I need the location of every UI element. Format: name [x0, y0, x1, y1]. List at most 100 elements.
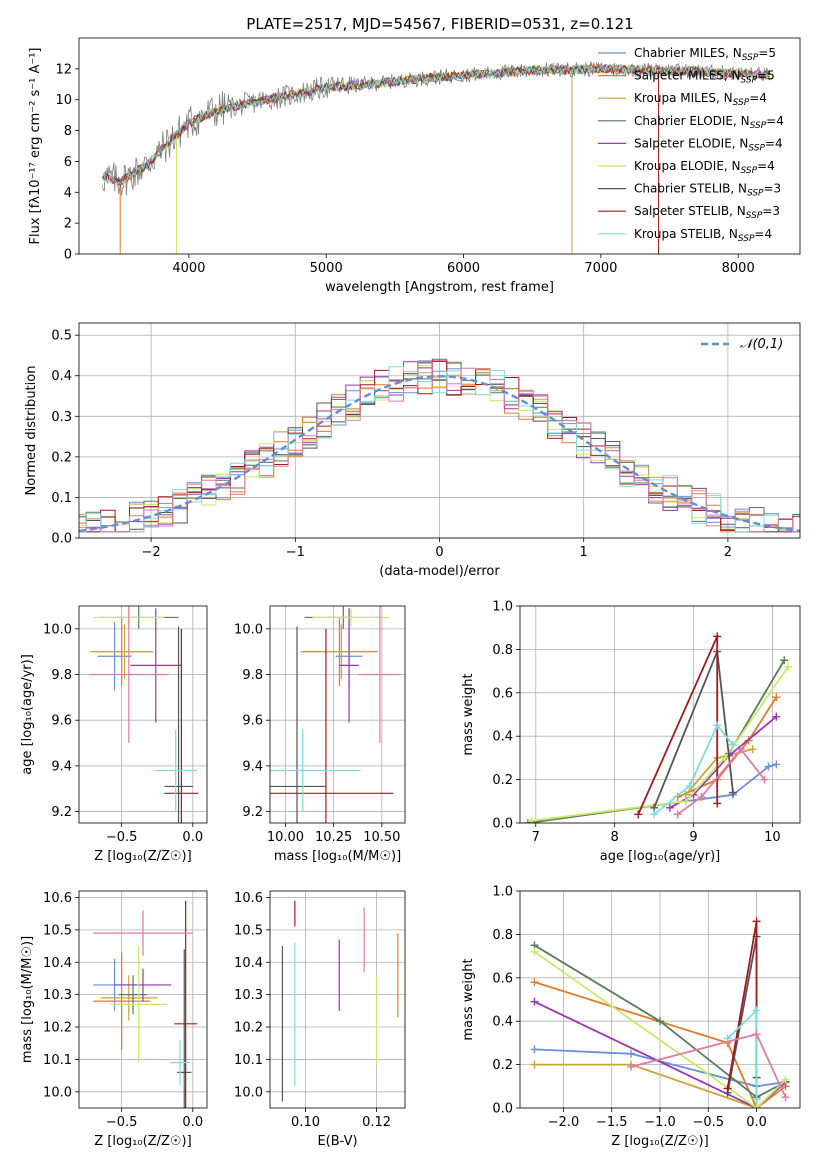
y-tick-label: 1.0 — [492, 600, 513, 615]
data-point — [530, 1045, 539, 1054]
y-tick-label: 0.2 — [492, 1058, 513, 1073]
y-tick-label: 10.0 — [43, 1085, 72, 1100]
series-line — [531, 666, 789, 822]
data-point — [713, 632, 722, 641]
data-point — [713, 721, 722, 730]
model-kroupa-elodie — [101, 63, 771, 186]
errorbar-pink — [93, 910, 193, 956]
y-tick-label: 0.2 — [492, 773, 513, 788]
y-tick-label: 10.5 — [234, 923, 263, 938]
y-tick-label: 10.2 — [234, 1021, 263, 1036]
errorbar-kroupa-miles — [100, 975, 158, 1021]
y-tick-label: 0.4 — [492, 730, 513, 745]
y-tick-label: 9.8 — [51, 668, 72, 683]
normal-curve — [79, 374, 800, 533]
legend-label: 𝒩(0,1) — [740, 337, 783, 352]
y-tick-label: 0 — [64, 248, 72, 263]
data-point — [772, 760, 781, 769]
histogram-series — [79, 361, 800, 533]
errorbar-pink — [88, 606, 169, 744]
data-point — [760, 775, 769, 784]
series-line — [677, 747, 766, 816]
data-point — [728, 740, 737, 749]
x-tick-label: 10.00 — [267, 830, 304, 845]
y-tick-label: 10.4 — [43, 956, 72, 971]
plot-area — [281, 900, 399, 1102]
data-point — [530, 978, 539, 987]
errorbar-salpeter-miles — [93, 952, 151, 1050]
x-axis-label: age [log₁₀(age/yr)] — [600, 849, 721, 864]
data-point — [530, 947, 539, 956]
y-tick-label: 0.0 — [492, 817, 513, 832]
axes-frame — [78, 605, 208, 824]
y-tick-label: 10.1 — [43, 1053, 72, 1068]
series-chabrier-stelib — [723, 932, 761, 1097]
errorbar-chabrier-stelib — [164, 626, 193, 823]
errorbar-kroupa-miles — [324, 624, 359, 680]
age-vs-mass-plot: 10.00 10.25 10.50 9.2 9.4 9.6 9.8 10.0 mass [log… — [234, 605, 406, 864]
errorbar-salpeter-elodie — [339, 608, 359, 723]
model-kroupa-stelib — [101, 63, 771, 185]
series-line — [685, 763, 777, 803]
series-salpeter-stelib — [634, 632, 722, 819]
legend: Chabrier MILES, NSSP=5 Salpeter MILES, NS… — [598, 46, 784, 244]
x-tick-label: −1.0 — [644, 1115, 676, 1130]
plot-area — [79, 358, 800, 533]
x-tick-label: 10.50 — [363, 830, 400, 845]
y-tick-label: 0.2 — [51, 450, 72, 465]
mass-weight-vs-metallicity-plot: −2.0 −1.5 −1.0 −0.5 0.0 0.0 0.2 0.4 0.6 0.8 1.0 Z [… — [461, 885, 801, 1149]
y-tick-label: 10.1 — [234, 1053, 263, 1068]
series-line — [653, 723, 734, 816]
x-tick-label: 0.10 — [291, 1115, 320, 1130]
x-tick-label: 0.0 — [746, 1115, 767, 1130]
legend: 𝒩(0,1) — [701, 337, 783, 352]
x-tick-label: 10 — [764, 830, 781, 845]
errorbar-chabrier-stelib — [270, 626, 326, 823]
data-point — [656, 1017, 664, 1026]
errorbar-pink — [358, 606, 402, 744]
x-tick-label: 6000 — [447, 261, 480, 276]
x-tick-label: 7000 — [584, 261, 617, 276]
y-tick-label: 0.5 — [51, 329, 72, 344]
data-point — [772, 693, 781, 702]
data-point — [781, 1093, 790, 1102]
y-tick-label: 0.0 — [51, 532, 72, 547]
y-tick-label: 9.2 — [242, 805, 263, 820]
y-tick-label: 0.0 — [492, 1102, 513, 1117]
legend-label: Salpeter ELODIE, NSSP=4 — [634, 136, 783, 153]
data-point — [530, 1060, 539, 1069]
y-tick-label: 9.8 — [242, 668, 263, 683]
series-kroupa-elodie — [530, 947, 790, 1108]
data-point — [781, 1075, 790, 1084]
figure-title: PLATE=2517, MJD=54567, FIBERID=0531, z=0… — [246, 15, 633, 33]
mass-weight-vs-age-plot: 7 8 9 10 0.0 0.2 0.4 0.6 0.8 1.0 age [log₁₀(age/yr… — [461, 600, 801, 864]
mass-vs-metallicity-plot: −0.5 0.0 10.0 10.1 10.2 10.3 10.4 10.5 10.6 Z [lo… — [20, 890, 208, 1149]
data-point — [752, 1095, 761, 1104]
data-point — [721, 753, 730, 762]
series-kroupa-elodie — [527, 662, 793, 823]
data-point — [752, 1104, 761, 1108]
series-line — [533, 951, 787, 1108]
y-tick-label: 10.4 — [234, 956, 263, 971]
y-tick-label: 10.0 — [43, 622, 72, 637]
x-axis-label: E(B-V) — [317, 1134, 357, 1149]
y-tick-label: 9.4 — [51, 759, 72, 774]
y-tick-label: 10.5 — [43, 923, 72, 938]
y-tick-label: 10.3 — [43, 988, 72, 1003]
axes-frame — [78, 322, 801, 539]
y-axis-label: Flux [fλ10⁻¹⁷ erg cm⁻² s⁻¹ A⁻¹] — [28, 48, 43, 245]
plot-area — [93, 900, 198, 1108]
y-tick-label: 10.6 — [234, 891, 263, 906]
data-point — [736, 745, 745, 754]
data-point — [627, 1049, 636, 1058]
x-axis-label: Z [log₁₀(Z/Z☉)] — [94, 1134, 191, 1149]
x-tick-label: 0.0 — [182, 1115, 203, 1130]
errorbar-chabrier-miles — [97, 621, 132, 691]
errorbar-kroupa-stelib — [154, 729, 198, 812]
legend-label: Kroupa MILES, NSSP=4 — [634, 91, 767, 108]
x-tick-label: 8 — [611, 830, 619, 845]
legend-label: Chabrier STELIB, NSSP=3 — [634, 182, 781, 199]
errorbar-salpeter-stelib — [174, 900, 198, 1108]
data-point — [634, 810, 643, 819]
errorbar-kroupa-elodie — [312, 608, 390, 627]
